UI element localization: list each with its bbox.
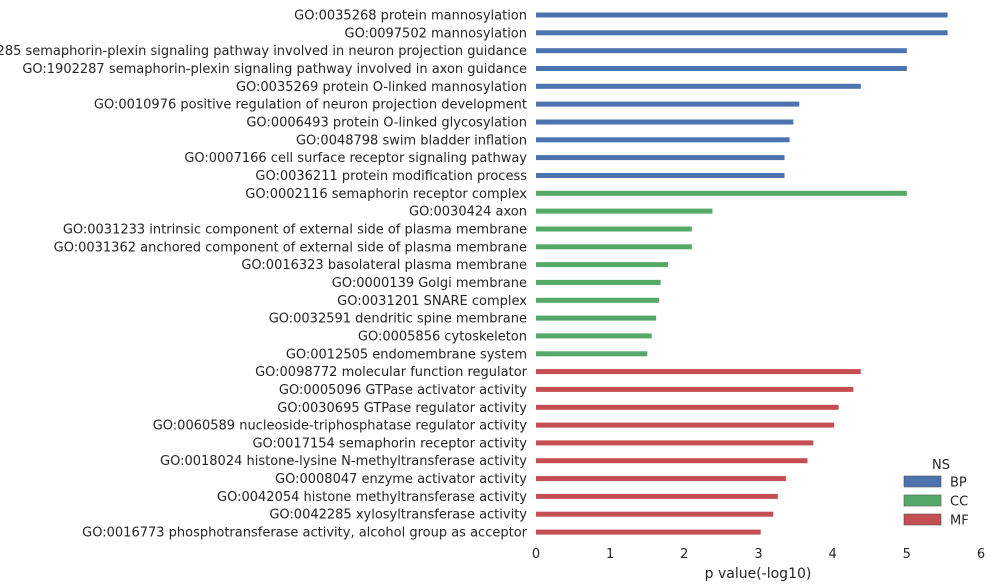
- bar-bp: [536, 137, 790, 143]
- category-label: GO:0031362 anchored component of externa…: [54, 240, 527, 255]
- legend-label-bp: BP: [950, 476, 967, 491]
- x-tick-labels-group: 0 1 2 3 4 5 6: [532, 547, 985, 562]
- category-label: GO:0036211 protein modification process: [255, 169, 527, 184]
- x-tick-label: 6: [977, 547, 985, 562]
- x-tick-label: 4: [829, 547, 837, 562]
- category-label: GO:0030424 axon: [409, 205, 527, 220]
- bars-group: [536, 12, 948, 535]
- legend-swatch-bp: [903, 475, 942, 488]
- category-labels-group: GO:0035268 protein mannosylation GO:00975…: [0, 9, 528, 541]
- bar-bp: [536, 83, 861, 89]
- bar-cc: [536, 244, 692, 250]
- category-label: GO:0008047 enzyme activator activity: [275, 472, 527, 487]
- category-label: GO:0017154 semaphorin receptor activity: [252, 436, 527, 451]
- category-label: GO:0002116 semaphorin receptor complex: [245, 187, 527, 202]
- category-label: GO:0000139 Golgi membrane: [332, 276, 527, 291]
- bar-mf: [536, 386, 854, 392]
- bar-cc: [536, 351, 648, 357]
- bar-cc: [536, 262, 668, 268]
- bar-cc: [536, 333, 652, 339]
- category-label: GO:0007166 cell surface receptor signali…: [184, 151, 527, 166]
- category-label: GO:1902285 semaphorin-plexin signaling p…: [0, 44, 527, 59]
- bar-bp: [536, 48, 907, 54]
- bar-bp: [536, 119, 794, 125]
- bar-bp: [536, 155, 785, 161]
- bar-mf: [536, 422, 835, 428]
- bar-mf: [536, 493, 778, 499]
- category-label: GO:0031201 SNARE complex: [337, 294, 527, 309]
- bar-bp: [536, 30, 948, 36]
- bar-cc: [536, 297, 660, 303]
- bar-mf: [536, 476, 786, 482]
- category-label: GO:0035269 protein O-linked mannosylatio…: [236, 80, 527, 95]
- bar-bp: [536, 66, 907, 71]
- category-label: GO:0060589 nucleoside-triphosphatase reg…: [153, 419, 528, 434]
- x-tick-label: 2: [680, 547, 688, 562]
- bar-cc: [536, 208, 713, 214]
- category-label: GO:0031233 intrinsic component of extern…: [63, 223, 527, 238]
- category-label: GO:0005856 cytoskeleton: [358, 329, 527, 344]
- bar-bp: [536, 101, 800, 107]
- category-label: GO:0035268 protein mannosylation: [294, 9, 527, 24]
- category-label: GO:0016773 phosphotransferase activity, …: [82, 526, 527, 541]
- category-label: GO:0098772 molecular function regulator: [255, 365, 528, 380]
- x-tick-label: 0: [532, 547, 540, 562]
- x-tick-label: 3: [754, 547, 762, 562]
- bar-mf: [536, 440, 814, 446]
- bar-mf: [536, 529, 761, 535]
- x-axis-title: p value(-log10): [705, 566, 812, 582]
- bar-bp: [536, 12, 948, 18]
- category-label: GO:0030695 GTPase regulator activity: [277, 401, 527, 416]
- category-label: GO:0042054 histone methyltransferase act…: [217, 490, 527, 505]
- category-label: GO:1902287 semaphorin-plexin signaling p…: [22, 62, 527, 77]
- category-label: GO:0032591 dendritic spine membrane: [269, 312, 527, 327]
- legend-label-cc: CC: [950, 495, 968, 510]
- category-label: GO:0097502 mannosylation: [345, 26, 528, 41]
- legend-swatch-mf: [903, 513, 942, 526]
- category-label: GO:0018024 histone-lysine N-methyltransf…: [160, 454, 527, 469]
- category-label: GO:0012505 endomembrane system: [286, 347, 527, 362]
- bar-mf: [536, 369, 861, 375]
- bar-cc: [536, 315, 657, 321]
- category-label: GO:0005096 GTPase activator activity: [279, 383, 527, 398]
- bar-cc: [536, 190, 907, 196]
- bar-mf: [536, 458, 808, 464]
- category-label: GO:0016323 basolateral plasma membrane: [241, 258, 527, 273]
- x-tick-label: 1: [606, 547, 614, 562]
- bar-cc: [536, 279, 661, 285]
- x-tick-label: 5: [903, 547, 911, 562]
- bar-mf: [536, 511, 774, 517]
- category-label: GO:0010976 positive regulation of neuron…: [94, 98, 527, 113]
- category-label: GO:0006493 protein O-linked glycosylatio…: [246, 116, 527, 131]
- category-label: GO:0042285 xylosyltransferase activity: [269, 508, 527, 523]
- bar-bp: [536, 173, 785, 178]
- legend-swatch-cc: [903, 494, 942, 507]
- legend-title: NS: [932, 458, 950, 473]
- category-label: GO:0048798 swim bladder inflation: [296, 133, 527, 148]
- bar-mf: [536, 404, 839, 410]
- bar-cc: [536, 226, 692, 232]
- legend-label-mf: MF: [950, 514, 969, 529]
